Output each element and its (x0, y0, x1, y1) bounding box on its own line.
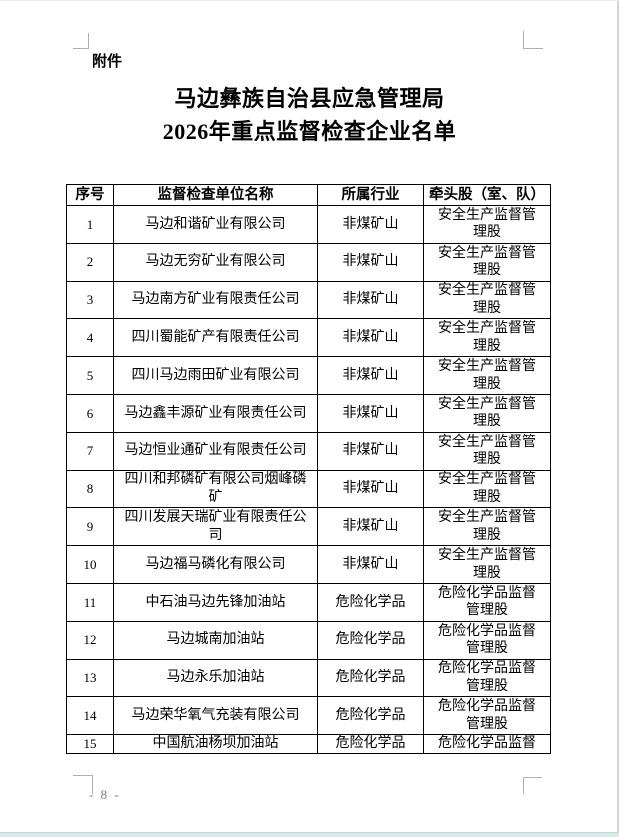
cell-company-name: 马边无穷矿业有限公司 (113, 242, 318, 282)
margin-mark-top-right-icon (523, 31, 543, 49)
table-row: 6 马边鑫丰源矿业有限责任公司 非煤矿山 安全生产监督管理股 (66, 393, 551, 433)
column-header: 序号 (66, 184, 114, 206)
cell-serial-number: 12 (66, 620, 114, 660)
cell-industry: 非煤矿山 (317, 205, 424, 244)
cell-lead-section: 安全生产监督管理股 (423, 205, 551, 244)
cell-serial-number: 13 (66, 658, 114, 698)
cell-company-name: 马边鑫丰源矿业有限责任公司 (113, 393, 318, 433)
cell-lead-section: 危险化学品监督管理股 (423, 582, 551, 622)
cell-company-name: 四川蜀能矿产有限责任公司 (113, 318, 318, 358)
cell-company-name: 四川马边雨田矿业有限公司 (113, 356, 318, 395)
margin-mark-top-left-icon (73, 33, 89, 49)
cell-serial-number: 8 (66, 469, 114, 509)
cell-serial-number: 2 (66, 242, 114, 282)
table-row: 12 马边城南加油站 危险化学品 危险化学品监督管理股 (66, 620, 551, 660)
cell-serial-number: 4 (66, 318, 114, 358)
enterprise-inspection-table: 序号 监督检查单位名称 所属行业 牵头股（室、队） 1 马边和谐矿业有限公司 非煤矿山 安全… (66, 184, 551, 754)
table-row: 7 马边恒业通矿业有限责任公司 非煤矿山 安全生产监督管理股 (66, 431, 551, 471)
cell-lead-section: 安全生产监督管理股 (423, 318, 551, 358)
cell-industry: 非煤矿山 (317, 318, 424, 358)
cell-industry: 危险化学品 (317, 582, 424, 622)
margin-mark-bottom-left-icon (73, 775, 93, 794)
cell-lead-section: 安全生产监督管理股 (423, 280, 551, 320)
document-title-line1: 马边彝族自治县应急管理局 (174, 86, 445, 111)
attachment-label: 附件 (92, 53, 123, 70)
cell-company-name: 马边城南加油站 (113, 620, 318, 660)
cell-lead-section: 安全生产监督管理股 (423, 431, 551, 471)
cell-serial-number: 6 (66, 393, 114, 433)
cell-industry: 非煤矿山 (317, 507, 424, 547)
cell-serial-number: 1 (66, 205, 114, 244)
cell-company-name: 马边和谐矿业有限公司 (113, 205, 318, 244)
table-row: 9 四川发展天瑞矿业有限责任公司 非煤矿山 安全生产监督管理股 (66, 507, 551, 547)
cell-lead-section: 安全生产监督管理股 (423, 469, 551, 509)
cell-company-name: 马边南方矿业有限责任公司 (113, 280, 318, 320)
cell-company-name: 中石油马边先锋加油站 (113, 582, 318, 622)
table-row: 14 马边荣华氧气充装有限公司 危险化学品 危险化学品监督管理股 (66, 696, 551, 736)
cell-industry: 非煤矿山 (317, 242, 424, 282)
cell-company-name: 马边福马磷化有限公司 (113, 545, 318, 584)
cell-industry: 非煤矿山 (317, 431, 424, 471)
cell-industry: 非煤矿山 (317, 280, 424, 320)
table-row: 1 马边和谐矿业有限公司 非煤矿山 安全生产监督管理股 (66, 205, 551, 244)
table-row: 15 中国航油杨坝加油站 危险化学品 危险化学品监督 (66, 734, 551, 754)
cell-lead-section: 安全生产监督管理股 (423, 545, 551, 584)
page-number: - 8 - (89, 787, 121, 802)
cell-serial-number: 5 (66, 356, 114, 395)
cell-lead-section: 安全生产监督管理股 (423, 507, 551, 547)
table-row: 5 四川马边雨田矿业有限公司 非煤矿山 安全生产监督管理股 (66, 356, 551, 395)
column-header: 所属行业 (317, 184, 424, 206)
cell-industry: 危险化学品 (317, 658, 424, 698)
cell-lead-section: 危险化学品监督管理股 (423, 620, 551, 660)
cell-industry: 危险化学品 (317, 620, 424, 660)
cell-lead-section: 安全生产监督管理股 (423, 242, 551, 282)
cell-lead-section: 安全生产监督管理股 (423, 356, 551, 395)
cell-industry: 非煤矿山 (317, 545, 424, 584)
cell-lead-section: 安全生产监督管理股 (423, 393, 551, 433)
column-header: 牵头股（室、队） (423, 184, 551, 206)
cell-serial-number: 7 (66, 431, 114, 471)
table-row: 8 四川和邦磷矿有限公司烟峰磷矿 非煤矿山 安全生产监督管理股 (66, 469, 551, 509)
cell-industry: 非煤矿山 (317, 356, 424, 395)
cell-industry: 非煤矿山 (317, 469, 424, 509)
window-bottom-edge (0, 832, 619, 837)
cell-industry: 危险化学品 (317, 696, 424, 736)
cell-lead-section: 危险化学品监督管理股 (423, 658, 551, 698)
cell-serial-number: 9 (66, 507, 114, 547)
cell-serial-number: 14 (66, 696, 114, 736)
cell-company-name: 四川发展天瑞矿业有限责任公司 (113, 507, 318, 547)
cell-lead-section: 危险化学品监督管理股 (423, 696, 551, 736)
table-row: 2 马边无穷矿业有限公司 非煤矿山 安全生产监督管理股 (66, 242, 551, 282)
cell-serial-number: 3 (66, 280, 114, 320)
table-header-row: 序号 监督检查单位名称 所属行业 牵头股（室、队） (66, 184, 551, 206)
page-right-edge (617, 1, 619, 837)
cell-company-name: 马边恒业通矿业有限责任公司 (113, 431, 318, 471)
column-header: 监督检查单位名称 (113, 184, 318, 206)
cell-company-name: 马边荣华氧气充装有限公司 (113, 696, 318, 736)
cell-lead-section: 危险化学品监督 (423, 734, 551, 754)
table-row: 4 四川蜀能矿产有限责任公司 非煤矿山 安全生产监督管理股 (66, 318, 551, 358)
table-row: 11 中石油马边先锋加油站 危险化学品 危险化学品监督管理股 (66, 582, 551, 622)
cell-company-name: 四川和邦磷矿有限公司烟峰磷矿 (113, 469, 318, 509)
cell-company-name: 马边永乐加油站 (113, 658, 318, 698)
cell-industry: 危险化学品 (317, 734, 424, 754)
table-row: 3 马边南方矿业有限责任公司 非煤矿山 安全生产监督管理股 (66, 280, 551, 320)
cell-serial-number: 10 (66, 545, 114, 584)
table-row: 10 马边福马磷化有限公司 非煤矿山 安全生产监督管理股 (66, 545, 551, 584)
document-title-line2: 2026年重点监督检查企业名单 (162, 119, 457, 144)
cell-company-name: 中国航油杨坝加油站 (113, 734, 318, 754)
cell-serial-number: 11 (66, 582, 114, 622)
table-row: 13 马边永乐加油站 危险化学品 危险化学品监督管理股 (66, 658, 551, 698)
cell-industry: 非煤矿山 (317, 393, 424, 433)
cell-serial-number: 15 (66, 734, 114, 754)
margin-mark-bottom-right-icon (523, 777, 542, 794)
